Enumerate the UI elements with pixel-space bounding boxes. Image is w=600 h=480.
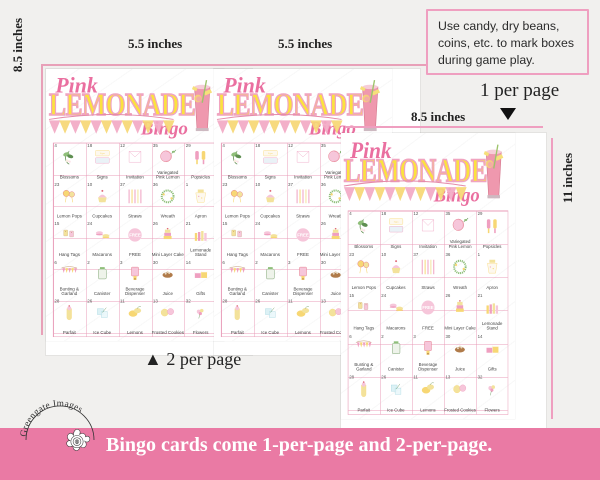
- svg-text:FREE: FREE: [297, 233, 309, 238]
- svg-text:FREE: FREE: [422, 305, 433, 310]
- svg-text:FREE: FREE: [129, 233, 141, 238]
